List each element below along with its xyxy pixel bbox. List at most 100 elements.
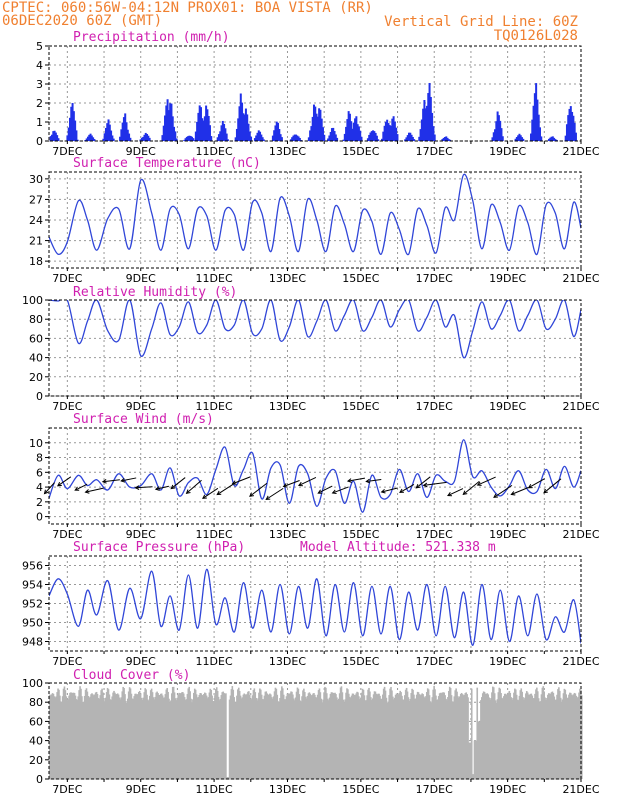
cloud-bar [326, 698, 329, 779]
y-tick-label: 60 [29, 332, 43, 345]
x-tick-label: 19DEC [489, 145, 526, 158]
cloud-bar [443, 692, 446, 779]
wind-frame [48, 427, 582, 525]
cloud-bar [63, 686, 66, 779]
cloud-bar [376, 694, 379, 779]
precip-bar [76, 139, 79, 141]
cloud-bar [98, 698, 101, 779]
cloud-bar [554, 699, 556, 779]
cloud-bar [547, 693, 550, 779]
precip-bar [355, 116, 358, 141]
precip-bar [53, 130, 56, 141]
cloud-bar [497, 692, 500, 779]
cloud-bar [380, 698, 382, 779]
precip-bar [532, 105, 535, 141]
cloud-frame [48, 682, 582, 780]
cloud-bar [213, 701, 215, 779]
cloud-bar [253, 688, 256, 779]
precip-bar [86, 136, 89, 141]
x-tick-label: 13DEC [269, 528, 306, 541]
y-tick-label: 40 [29, 735, 43, 748]
x-tick-label: 21DEC [562, 655, 599, 668]
cloud-bar [246, 693, 248, 779]
cloud-bar [197, 697, 200, 779]
cloud-bar [102, 692, 104, 779]
precip-bar [553, 137, 556, 141]
precip-bar [275, 121, 278, 141]
cloud-bar [62, 688, 65, 779]
cloud-bar [168, 698, 170, 779]
cloud-bar [77, 696, 80, 779]
y-tick-label: 948 [22, 636, 43, 649]
cloud-bar [183, 697, 186, 779]
cloud-bar [469, 742, 471, 779]
cloud-bar [392, 699, 395, 779]
cloud-bar [259, 689, 262, 779]
cloud-bar [300, 701, 302, 779]
cloud-bar [267, 694, 269, 779]
cloud-bar [391, 690, 393, 779]
cloud-bar [425, 691, 428, 779]
cloud-bar [99, 695, 102, 779]
cloud-bar [266, 693, 268, 779]
cloud-bar [208, 692, 211, 779]
cloud-bar [308, 692, 311, 779]
cloud-bar [82, 701, 84, 779]
precip-bar [261, 137, 264, 141]
cloud-bar [455, 688, 457, 779]
x-tick-label: 9DEC [126, 272, 156, 285]
precip-bar [246, 114, 249, 141]
cloud-bar [566, 698, 568, 779]
cloud-bar [324, 686, 326, 779]
cloud-bar [420, 694, 423, 779]
precip-bar [67, 127, 70, 141]
cloud-bar [448, 686, 451, 779]
cloud-bar [461, 694, 464, 779]
cloud-bar [114, 692, 116, 779]
header-date: 06DEC2020 60Z (GMT) [2, 13, 162, 29]
cloud-bar [311, 695, 313, 779]
wind-arrowhead [527, 484, 533, 489]
cloud-bar [68, 695, 70, 779]
cloud-bar [445, 698, 447, 779]
cloud-bar [133, 696, 135, 779]
precip-bar [260, 134, 263, 141]
precip-bar [423, 100, 426, 141]
precip-bar [568, 108, 571, 141]
cloud-bar [526, 692, 529, 779]
wind-arrowhead [346, 478, 352, 483]
cloud-bar [540, 694, 543, 779]
cloud-bar [198, 694, 201, 779]
precip-bar [52, 131, 55, 141]
header-station: CPTEC: 060:56W-04:12N PROX01: BOA VISTA … [2, 0, 373, 16]
cloud-bar [49, 695, 52, 779]
precip-bar [387, 123, 390, 141]
cloud-bar [354, 695, 357, 779]
cloud-bar [430, 702, 433, 779]
cloud-bar [541, 687, 544, 779]
precip-bar [280, 137, 283, 141]
precip-bar [298, 137, 301, 141]
wind-arrowhead [447, 492, 452, 497]
cloud-bar [103, 698, 105, 779]
wind-arrowhead [185, 489, 191, 494]
cloud-bar [494, 700, 497, 779]
cloud-bar [333, 693, 335, 779]
cloud-bar [71, 692, 73, 779]
precip-bar [531, 119, 534, 141]
x-tick-label: 21DEC [562, 528, 599, 541]
header-grid-note: Vertical Grid Line: 60Z [384, 14, 578, 30]
precip-bar [330, 128, 333, 141]
cloud-bar [480, 700, 482, 779]
cloud-bar [282, 694, 285, 779]
precip-bar [257, 130, 260, 141]
precip-bar [314, 106, 317, 141]
cloud-bar [344, 699, 346, 779]
cloud-bar [466, 694, 468, 779]
cloud-bar [510, 697, 512, 779]
cloud-bar [182, 693, 185, 779]
cloud-bar [127, 691, 130, 779]
precip-bar [320, 118, 323, 141]
precip-bar [342, 139, 345, 141]
cloud-bar [456, 691, 458, 779]
